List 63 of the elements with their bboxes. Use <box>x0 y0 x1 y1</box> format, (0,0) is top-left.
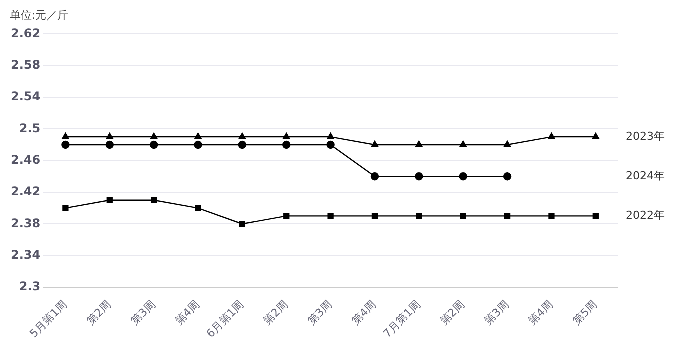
x-tick-label: 第3周 <box>482 298 512 328</box>
point <box>194 132 202 140</box>
point <box>460 140 467 148</box>
point <box>62 140 70 150</box>
x-tick-label: 第5周 <box>570 298 600 328</box>
point <box>106 140 114 150</box>
point <box>194 140 202 150</box>
point <box>62 205 69 212</box>
point <box>106 197 113 204</box>
point <box>504 140 512 148</box>
point <box>371 140 379 148</box>
y-axis-title: 单位:元／斤 <box>9 8 70 24</box>
point <box>238 140 247 150</box>
point <box>195 205 202 212</box>
y-tick-label: 2.62 <box>11 26 41 40</box>
point <box>106 132 114 140</box>
point <box>282 140 291 150</box>
y-tick-label: 2.5 <box>19 121 41 136</box>
point <box>327 132 334 140</box>
point <box>238 132 246 140</box>
x-tick-label: 第4周 <box>526 298 556 328</box>
point <box>62 132 70 140</box>
point <box>592 213 599 220</box>
y-tick-label: 2.54 <box>11 90 41 104</box>
point <box>416 213 422 220</box>
y-tick-label: 2.58 <box>11 58 41 72</box>
point <box>150 132 158 140</box>
x-tick-label: 第2周 <box>261 298 291 328</box>
x-tick-label: 第4周 <box>172 298 202 328</box>
point <box>328 213 334 220</box>
point <box>460 213 466 220</box>
x-tick-label: 第4周 <box>349 298 380 328</box>
point <box>415 172 424 181</box>
point <box>503 172 512 181</box>
point <box>282 132 290 140</box>
text: 2023年 <box>626 130 665 143</box>
x-tick-label: 5月第1周 <box>27 298 70 340</box>
x-tick-label: 第3周 <box>128 298 158 328</box>
text: 2022年 <box>626 209 665 222</box>
y-tick-label: 2.34 <box>11 248 41 262</box>
point <box>239 221 246 228</box>
point <box>326 140 335 150</box>
point <box>592 132 600 140</box>
point <box>459 172 468 181</box>
x-tick-label: 第2周 <box>84 298 114 328</box>
point <box>372 213 378 220</box>
point <box>416 140 423 148</box>
y-tick-label: 2.3 <box>19 280 41 294</box>
point <box>504 213 511 220</box>
point <box>284 213 290 220</box>
point <box>150 140 158 150</box>
text: 2024年 <box>626 170 665 183</box>
point <box>548 213 555 220</box>
point <box>150 197 158 204</box>
y-tick-label: 2.42 <box>11 184 41 199</box>
x-tick-label: 第3周 <box>305 298 335 328</box>
x-tick-label: 第2周 <box>438 298 468 328</box>
x-tick-label: 6月第1周 <box>204 298 247 340</box>
x-tick-label: 7月第1周 <box>380 298 424 340</box>
point <box>548 132 556 140</box>
point <box>370 172 380 181</box>
y-tick-label: 2.46 <box>11 152 41 167</box>
y-tick-label: 2.38 <box>11 216 41 230</box>
